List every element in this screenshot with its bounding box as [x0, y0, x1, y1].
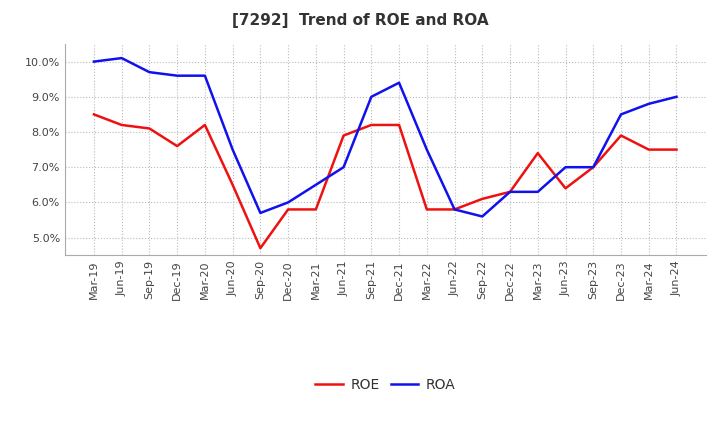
ROA	[395, 80, 403, 85]
ROE	[589, 165, 598, 170]
ROA	[173, 73, 181, 78]
ROE	[561, 186, 570, 191]
ROA	[589, 165, 598, 170]
ROE	[672, 147, 681, 152]
ROA	[450, 207, 459, 212]
ROE	[395, 122, 403, 128]
ROA	[505, 189, 514, 194]
ROE	[256, 246, 265, 251]
ROA	[256, 210, 265, 216]
ROE	[616, 133, 625, 138]
ROE	[644, 147, 653, 152]
Line: ROE: ROE	[94, 114, 677, 248]
ROA	[423, 147, 431, 152]
ROA	[534, 189, 542, 194]
ROE	[228, 182, 237, 187]
ROA	[672, 94, 681, 99]
ROA	[339, 165, 348, 170]
ROA	[312, 182, 320, 187]
ROA	[644, 101, 653, 106]
ROE	[201, 122, 210, 128]
ROE	[534, 150, 542, 156]
ROE	[478, 196, 487, 202]
Text: [7292]  Trend of ROE and ROA: [7292] Trend of ROE and ROA	[232, 13, 488, 28]
ROA	[367, 94, 376, 99]
ROE	[423, 207, 431, 212]
ROE	[312, 207, 320, 212]
ROE	[367, 122, 376, 128]
ROA	[89, 59, 98, 64]
ROE	[450, 207, 459, 212]
ROE	[145, 126, 154, 131]
ROA	[201, 73, 210, 78]
ROE	[89, 112, 98, 117]
ROE	[173, 143, 181, 149]
ROE	[339, 133, 348, 138]
ROA	[284, 200, 292, 205]
ROE	[505, 189, 514, 194]
ROA	[228, 147, 237, 152]
ROE	[284, 207, 292, 212]
ROA	[561, 165, 570, 170]
Line: ROA: ROA	[94, 58, 677, 216]
ROA	[117, 55, 126, 61]
ROE	[117, 122, 126, 128]
ROA	[616, 112, 625, 117]
ROA	[478, 214, 487, 219]
Legend: ROE, ROA: ROE, ROA	[310, 372, 461, 397]
ROA	[145, 70, 154, 75]
